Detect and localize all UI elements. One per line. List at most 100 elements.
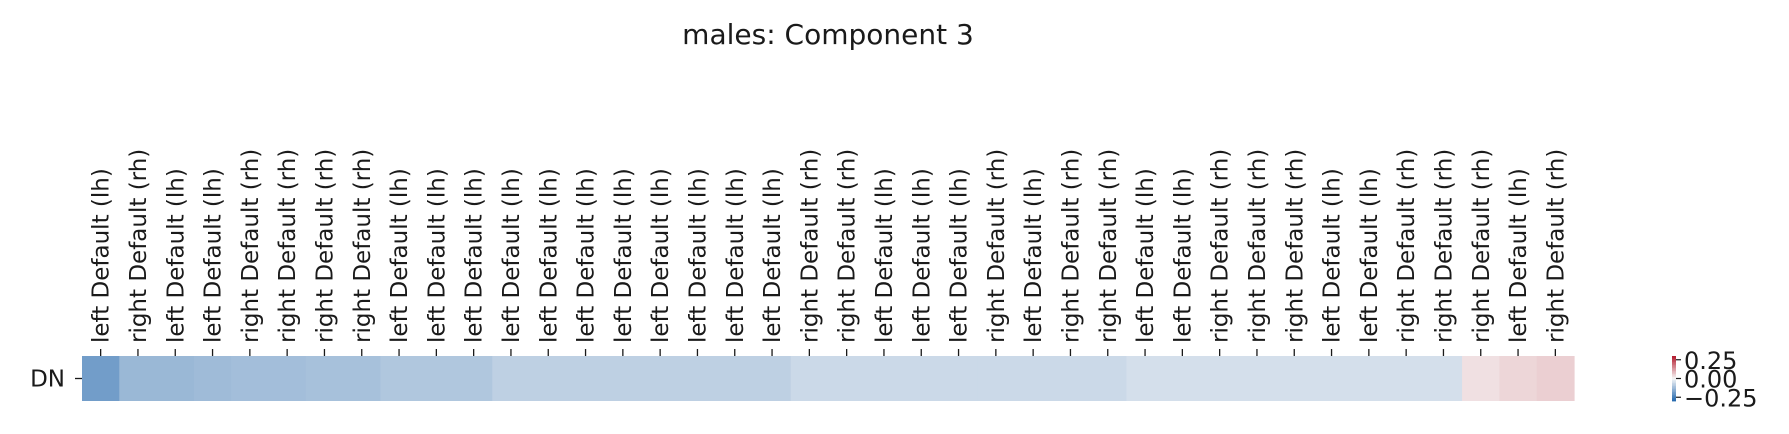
column-label: left Default (lh) xyxy=(1320,168,1346,343)
column-label: right Default (rh) xyxy=(312,149,338,343)
heatmap-cell xyxy=(939,356,978,401)
colorbar-segment xyxy=(1672,357,1676,360)
colorbar-segment xyxy=(1672,389,1676,391)
column-label: left Default (lh) xyxy=(387,168,413,343)
heatmap-cell xyxy=(417,356,456,401)
heatmap-cell xyxy=(1238,356,1277,401)
colorbar-segment xyxy=(1672,387,1676,390)
heatmap-cell xyxy=(1424,356,1463,401)
column-label: left Default (lh) xyxy=(574,168,600,343)
column-label: left Default (lh) xyxy=(499,168,525,343)
column-label: left Default (lh) xyxy=(648,168,674,343)
heatmap-cell xyxy=(790,356,829,401)
colorbar-segment xyxy=(1672,393,1676,396)
colorbar: 0.250.00−0.25 xyxy=(1672,347,1758,412)
heatmap-cell xyxy=(455,356,493,401)
colorbar-segment xyxy=(1672,368,1676,370)
heatmap-cell xyxy=(1126,356,1165,401)
heatmap-cell xyxy=(1089,356,1127,401)
heatmap-cell xyxy=(1387,356,1426,401)
column-label: left Default (lh) xyxy=(89,168,115,343)
column-label: right Default (rh) xyxy=(1058,149,1084,343)
colorbar-segment xyxy=(1672,383,1676,385)
colorbar-segment xyxy=(1672,375,1676,378)
column-label: right Default (rh) xyxy=(1096,149,1122,343)
heatmap-cell xyxy=(604,356,643,401)
column-label: left Default (lh) xyxy=(909,168,935,343)
column-label: left Default (lh) xyxy=(872,168,898,343)
column-label: right Default (rh) xyxy=(350,149,376,343)
colorbar-segment xyxy=(1672,365,1676,367)
heatmap-cell xyxy=(1312,356,1351,401)
heatmap-cell xyxy=(641,356,680,401)
chart-title: males: Component 3 xyxy=(682,18,974,51)
heatmap-cell xyxy=(1014,356,1053,401)
colorbar-segment xyxy=(1672,369,1676,372)
column-label: left Default (lh) xyxy=(536,168,562,343)
column-label: left Default (lh) xyxy=(947,168,973,343)
colorbar-segment xyxy=(1672,390,1676,393)
column-label: left Default (lh) xyxy=(685,168,711,343)
row-labels: DN xyxy=(30,367,82,393)
colorbar-tick-label: 0.00 xyxy=(1684,366,1737,394)
colorbar-segment xyxy=(1672,392,1676,394)
colorbar-segment xyxy=(1672,371,1676,373)
heatmap-cell xyxy=(1275,356,1314,401)
colorbar-segment xyxy=(1672,362,1676,364)
colorbar-segment xyxy=(1672,377,1676,379)
heatmap-cell xyxy=(1051,356,1090,401)
column-label: right Default (rh) xyxy=(238,149,264,343)
heatmap-cell xyxy=(566,356,605,401)
column-label: right Default (rh) xyxy=(1431,149,1457,343)
column-label: right Default (rh) xyxy=(1394,149,1420,343)
heatmap-cell xyxy=(753,356,792,401)
column-label: left Default (lh) xyxy=(163,168,189,343)
column-label: right Default (rh) xyxy=(797,149,823,343)
colorbar-segment xyxy=(1672,395,1676,397)
colorbar-tick-label: 0.25 xyxy=(1684,347,1737,375)
colorbar-segment xyxy=(1672,380,1676,382)
column-label: left Default (lh) xyxy=(723,168,749,343)
colorbar-segment xyxy=(1672,398,1676,400)
colorbar-segment xyxy=(1672,374,1676,376)
column-label: right Default (rh) xyxy=(1543,149,1569,343)
heatmap-cell xyxy=(119,356,158,401)
row-label: DN xyxy=(30,367,65,393)
heatmap-cell xyxy=(492,356,531,401)
heatmap-cell xyxy=(865,356,904,401)
column-label: left Default (lh) xyxy=(1021,168,1047,343)
colorbar-segment xyxy=(1672,366,1676,369)
heatmap-cell xyxy=(268,356,307,401)
heatmap-cell xyxy=(193,356,232,401)
column-label: left Default (lh) xyxy=(201,168,227,343)
column-label: left Default (lh) xyxy=(1133,168,1159,343)
colorbar-segment xyxy=(1672,399,1676,402)
column-labels: left Default (lh) right Default (rh) left … xyxy=(89,149,1570,343)
colorbar-segment xyxy=(1672,372,1676,375)
column-label: left Default (lh) xyxy=(424,168,450,343)
colorbar-segment xyxy=(1672,386,1676,388)
heatmap-cell xyxy=(156,356,195,401)
heatmap-cell xyxy=(1462,356,1500,401)
column-label: left Default (lh) xyxy=(462,168,488,343)
column-label: right Default (rh) xyxy=(1282,149,1308,343)
heatmap-cell xyxy=(902,356,941,401)
heatmap-cell xyxy=(1499,356,1538,401)
heatmap-cell xyxy=(1350,356,1389,401)
column-label: right Default (rh) xyxy=(126,149,152,343)
colorbar-segment xyxy=(1672,359,1676,361)
heatmap-cell xyxy=(529,356,568,401)
heatmap-cell xyxy=(231,356,270,401)
column-label: right Default (rh) xyxy=(1245,149,1271,343)
colorbar-segment xyxy=(1672,396,1676,399)
heatmap-cell xyxy=(1201,356,1239,401)
heatmap-cell xyxy=(1536,356,1575,401)
colorbar-segment xyxy=(1672,363,1676,366)
heatmap-cell xyxy=(828,356,866,401)
column-ticks xyxy=(100,349,1556,356)
column-label: left Default (lh) xyxy=(760,168,786,343)
column-label: left Default (lh) xyxy=(1506,168,1532,343)
colorbar-segment xyxy=(1672,356,1676,358)
column-label: right Default (rh) xyxy=(1208,149,1234,343)
